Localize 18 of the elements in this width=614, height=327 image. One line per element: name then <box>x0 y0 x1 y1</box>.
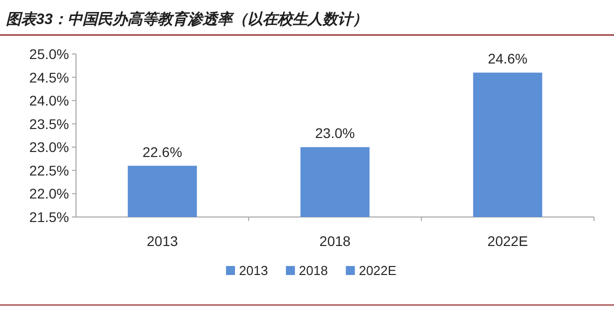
x-tick-label: 2018 <box>319 233 351 249</box>
y-tick-label: 24.5% <box>29 69 69 86</box>
y-tick-label: 23.5% <box>29 116 69 132</box>
y-tick-label: 24.0% <box>29 92 69 109</box>
data-label: 23.0% <box>315 125 355 142</box>
y-tick-label: 22.5% <box>29 162 69 178</box>
legend-label: 2013 <box>239 263 268 278</box>
y-tick-label: 23.0% <box>29 139 69 156</box>
x-tick-label: 2013 <box>146 233 178 249</box>
x-tick-label: 2022E <box>487 233 528 249</box>
y-tick-label: 21.5% <box>29 209 69 225</box>
legend-label: 2022E <box>358 263 397 278</box>
data-label: 24.6% <box>488 50 528 67</box>
chart-title: 图表33：中国民办高等教育渗透率（以在校生人数计） <box>6 10 368 28</box>
y-tick-label: 25.0% <box>29 46 69 62</box>
y-tick-label: 22.0% <box>29 186 69 202</box>
data-label: 22.6% <box>142 144 182 160</box>
legend-label: 2018 <box>298 263 328 278</box>
